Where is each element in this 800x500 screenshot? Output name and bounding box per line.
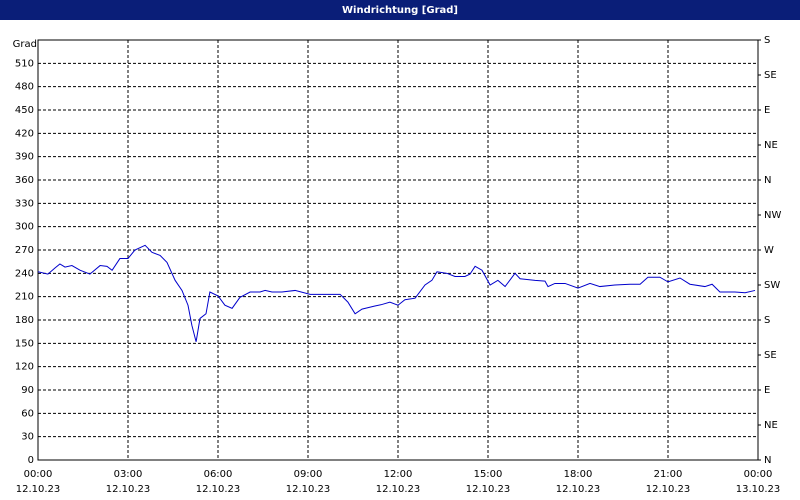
- data-line: [37, 244, 756, 342]
- x-tick-date: 12.10.23: [376, 484, 421, 495]
- y-tick-label: 480: [15, 82, 34, 93]
- y-tick-label: 90: [21, 385, 34, 396]
- x-tick-label: 15:00: [474, 469, 503, 480]
- y-tick-label: 150: [15, 338, 34, 349]
- y2-tick-label: NW: [764, 210, 781, 221]
- y-axis-label: Grad: [13, 39, 37, 50]
- title-bar: [0, 0, 800, 20]
- y2-tick-label: SE: [764, 70, 777, 81]
- y-tick-label: 330: [15, 198, 34, 209]
- x-tick-label: 21:00: [654, 469, 683, 480]
- x-tick-date: 12.10.23: [16, 484, 61, 495]
- y-tick-label: 30: [21, 432, 34, 443]
- y-tick-label: 270: [15, 245, 34, 256]
- y-tick-label: 0: [28, 455, 34, 466]
- x-tick-date: 12.10.23: [106, 484, 151, 495]
- x-tick-date: 12.10.23: [286, 484, 331, 495]
- y-tick-label: 300: [15, 222, 34, 233]
- y2-tick-label: SW: [764, 280, 780, 291]
- y-tick-label: 510: [15, 58, 34, 69]
- y2-tick-label: NE: [764, 420, 778, 431]
- y-tick-label: 420: [15, 128, 34, 139]
- y2-tick-label: E: [764, 385, 770, 396]
- y-tick-label: 210: [15, 292, 34, 303]
- y-tick-label: 240: [15, 268, 34, 279]
- y-tick-label: 360: [15, 175, 34, 186]
- y2-tick-label: SE: [764, 350, 777, 361]
- x-tick-label: 18:00: [564, 469, 593, 480]
- y2-tick-label: N: [764, 455, 771, 466]
- x-tick-date: 13.10.23: [736, 484, 781, 495]
- y2-tick-label: W: [764, 245, 774, 256]
- y-tick-label: 180: [15, 315, 34, 326]
- x-tick-date: 12.10.23: [466, 484, 511, 495]
- x-tick-label: 09:00: [294, 469, 323, 480]
- y2-tick-label: S: [764, 35, 770, 46]
- y2-tick-label: S: [764, 315, 770, 326]
- x-tick-date: 12.10.23: [196, 484, 241, 495]
- y-tick-label: 60: [21, 408, 34, 419]
- y-tick-label: 450: [15, 105, 34, 116]
- x-tick-date: 12.10.23: [556, 484, 601, 495]
- y2-tick-label: E: [764, 105, 770, 116]
- x-tick-date: 12.10.23: [646, 484, 691, 495]
- x-tick-label: 03:00: [114, 469, 143, 480]
- y2-tick-label: N: [764, 175, 771, 186]
- y2-tick-label: NE: [764, 140, 778, 151]
- x-tick-label: 06:00: [204, 469, 233, 480]
- x-tick-label: 00:00: [24, 469, 53, 480]
- x-tick-label: 00:00: [744, 469, 773, 480]
- y-tick-label: 390: [15, 152, 34, 163]
- x-tick-label: 12:00: [384, 469, 413, 480]
- chart-title: Windrichtung [Grad]: [342, 5, 458, 16]
- y-tick-label: 120: [15, 362, 34, 373]
